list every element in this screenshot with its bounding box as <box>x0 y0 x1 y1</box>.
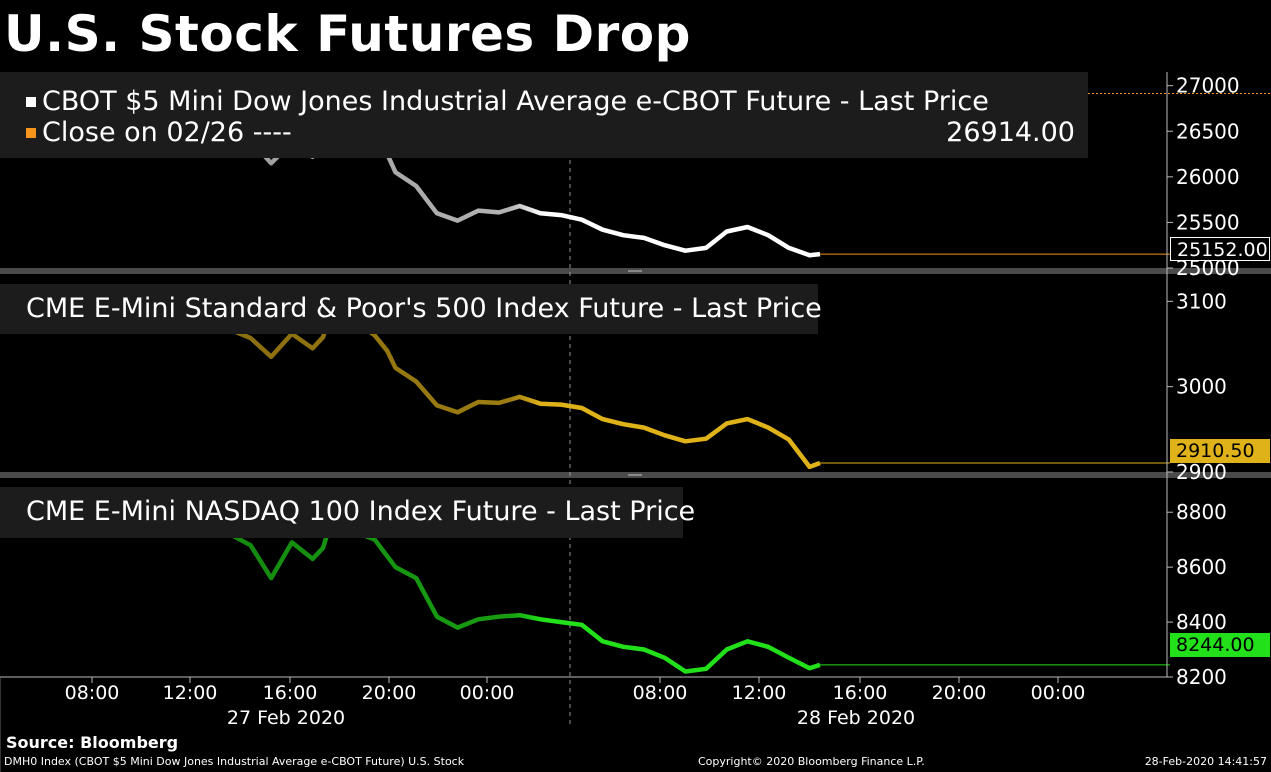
x-tick-label: 00:00 <box>460 682 515 704</box>
nasdaq-y-tick-label: 8600 <box>1176 555 1227 579</box>
nasdaq-y-tick-label: 8200 <box>1176 665 1227 689</box>
chart-title: U.S. Stock Futures Drop <box>4 5 691 63</box>
nasdaq-y-tick-label: 8800 <box>1176 500 1227 524</box>
footer-left: DMH0 Index (CBOT $5 Mini Dow Jones Indus… <box>4 755 465 768</box>
nasdaq-last-price-tag: 8244.00 <box>1170 633 1270 657</box>
x-tick-label: 12:00 <box>732 682 787 704</box>
dow-legend: CBOT $5 Mini Dow Jones Industrial Averag… <box>0 72 1088 158</box>
sp-y-tick-label: 3100 <box>1176 289 1227 313</box>
dow-y-tick-label: 26000 <box>1176 165 1240 189</box>
x-tick-label: 08:00 <box>65 682 120 704</box>
close-legend-label: Close on 02/26 ---- <box>42 117 292 148</box>
x-tick-label: 12:00 <box>163 682 218 704</box>
x-tick-label: 16:00 <box>833 682 888 704</box>
x-tick-label: 00:00 <box>1031 682 1086 704</box>
dow-last-price-tag: 25152.00 <box>1170 237 1270 261</box>
dow-y-tick-label: 25500 <box>1176 210 1240 234</box>
x-date-label: 28 Feb 2020 <box>797 707 915 729</box>
white-square-icon <box>26 96 36 107</box>
x-date-label: 27 Feb 2020 <box>227 707 345 729</box>
dow-y-tick-label: 27000 <box>1176 74 1240 98</box>
dow-y-tick-label: 26500 <box>1176 119 1240 143</box>
panel-divider-handle <box>628 474 642 476</box>
panel-divider-handle <box>628 270 642 272</box>
x-tick-label: 08:00 <box>633 682 688 704</box>
sp-legend-row: CME E-Mini Standard & Poor's 500 Index F… <box>0 293 822 324</box>
nasdaq-legend-label: CME E-Mini NASDAQ 100 Index Future - Las… <box>26 496 696 527</box>
source-note: Source: Bloomberg <box>6 733 179 752</box>
nasdaq-legend-row: CME E-Mini NASDAQ 100 Index Future - Las… <box>0 496 695 527</box>
footer-right: 28-Feb-2020 14:41:57 <box>1144 755 1267 768</box>
footer-center: Copyright© 2020 Bloomberg Finance L.P. <box>698 755 925 768</box>
sp-legend: CME E-Mini Standard & Poor's 500 Index F… <box>0 284 822 334</box>
x-tick-label: 20:00 <box>932 682 987 704</box>
orange-square-icon <box>26 127 36 138</box>
x-tick-label: 16:00 <box>263 682 318 704</box>
sp-last-price-tag: 2910.50 <box>1170 439 1270 463</box>
dow-legend-row: CBOT $5 Mini Dow Jones Industrial Averag… <box>0 86 1088 117</box>
close-legend-row: Close on 02/26 ---- 26914.00 <box>0 117 1088 148</box>
dow-legend-label: CBOT $5 Mini Dow Jones Industrial Averag… <box>42 86 989 117</box>
sp-legend-label: CME E-Mini Standard & Poor's 500 Index F… <box>26 293 822 324</box>
nasdaq-y-tick-label: 8400 <box>1176 610 1227 634</box>
nasdaq-legend: CME E-Mini NASDAQ 100 Index Future - Las… <box>0 487 695 538</box>
sp-y-tick-label: 3000 <box>1176 375 1227 399</box>
sp-y-tick-label: 2900 <box>1176 460 1227 484</box>
x-tick-label: 20:00 <box>362 682 417 704</box>
close-legend-value: 26914.00 <box>946 117 1075 148</box>
